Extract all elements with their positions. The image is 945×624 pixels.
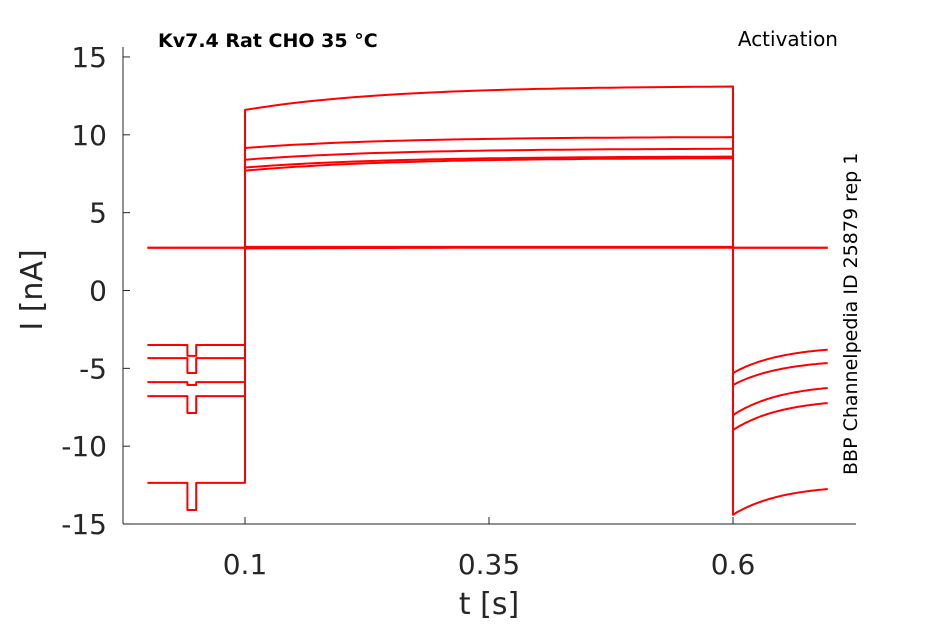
current-trace-4 <box>147 155 828 431</box>
y-tick-label: 10 <box>71 119 107 152</box>
x-tick-label: 0.1 <box>223 548 268 581</box>
y-ticks: 15 10 5 0 -5 -10 -15 <box>61 41 130 541</box>
y-tick-label: 0 <box>89 275 107 308</box>
current-trace-3 <box>147 147 828 417</box>
x-ticks: 0.1 0.35 0.6 <box>223 517 756 581</box>
protocol-label: Activation <box>738 27 838 51</box>
current-trace-5 <box>147 157 828 516</box>
x-tick-label: 0.6 <box>711 548 756 581</box>
traces <box>147 85 828 516</box>
y-tick-label: -10 <box>61 430 107 463</box>
y-tick-label: 5 <box>89 197 107 230</box>
chart-title: Kv7.4 Rat CHO 35 °C <box>158 30 378 52</box>
y-tick-label: 15 <box>71 41 107 74</box>
y-axis-label: I [nA] <box>15 249 50 330</box>
current-trace-1 <box>147 85 828 374</box>
x-tick-label: 0.35 <box>458 548 520 581</box>
current-trace-2 <box>147 136 828 386</box>
source-label: BBP Channelpedia ID 25879 rep 1 <box>840 153 862 475</box>
y-tick-label: -5 <box>79 352 107 385</box>
y-tick-label: -15 <box>61 508 107 541</box>
current-trace-7 <box>147 246 828 250</box>
x-axis-label: t [s] <box>459 587 519 622</box>
